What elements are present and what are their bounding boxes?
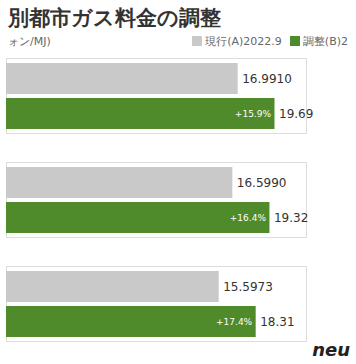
- svg-text:19.69: 19.69: [279, 107, 313, 121]
- svg-text:+17.4%: +17.4%: [216, 317, 253, 327]
- svg-text:18.31: 18.31: [260, 315, 294, 329]
- html-text:別都市ガス料金の調整: 別都市ガス料金の調整: [8, 6, 221, 30]
- svg-text:16.5990: 16.5990: [237, 176, 287, 190]
- svg-text:+15.9%: +15.9%: [235, 109, 272, 119]
- html-text:ォン/MJ): ォン/MJ): [8, 35, 51, 48]
- svg-text:15.5973: 15.5973: [223, 280, 273, 294]
- html-text:現行(A)2022.9: 現行(A)2022.9: [205, 35, 282, 48]
- svg-text:+16.4%: +16.4%: [230, 213, 267, 223]
- html-text:neu: neu: [312, 339, 350, 360]
- svg-text:16.9910: 16.9910: [242, 72, 292, 86]
- html-text:調整(B)2: 調整(B)2: [302, 35, 348, 48]
- svg-text:19.32: 19.32: [274, 211, 308, 225]
